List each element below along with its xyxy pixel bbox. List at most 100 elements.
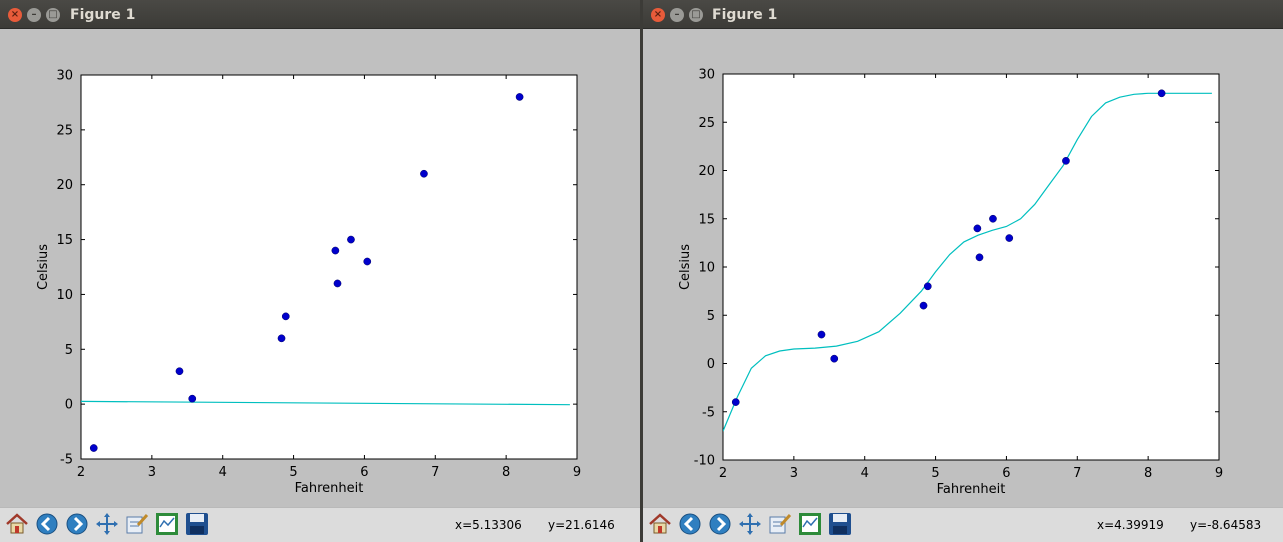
back-icon bbox=[677, 513, 703, 541]
y-tick-label: 15 bbox=[56, 233, 73, 248]
y-tick-label: 10 bbox=[56, 288, 73, 303]
pan-button[interactable] bbox=[94, 511, 122, 539]
subplots-button[interactable] bbox=[154, 511, 182, 539]
x-tick-label: 3 bbox=[148, 465, 156, 480]
y-tick-label: 20 bbox=[698, 164, 715, 179]
y-tick-label: -5 bbox=[702, 405, 715, 420]
data-point bbox=[89, 444, 98, 452]
maximize-window-button[interactable]: □ bbox=[689, 8, 703, 22]
save-icon bbox=[827, 513, 853, 541]
zoom-icon bbox=[124, 513, 150, 541]
navigation-toolbar: x=5.13306 y=21.6146 bbox=[0, 507, 640, 542]
data-point bbox=[1005, 234, 1014, 242]
x-tick-label: 5 bbox=[289, 465, 297, 480]
data-point bbox=[188, 394, 197, 403]
forward-button[interactable] bbox=[64, 511, 92, 539]
zoom-button[interactable] bbox=[124, 511, 152, 539]
plot-canvas[interactable]: 2 3 4 5 6 7 8 9 -5 0 5 10 15 20 25 30 Fahrenheit Celsius bbox=[0, 28, 640, 508]
x-tick-label: 8 bbox=[502, 465, 510, 480]
data-point bbox=[281, 312, 290, 321]
data-point bbox=[347, 235, 355, 244]
zoom-button[interactable] bbox=[767, 511, 795, 539]
y-tick-label: 10 bbox=[698, 261, 715, 276]
x-tick-label: 9 bbox=[573, 465, 581, 480]
zoom-icon bbox=[767, 513, 793, 541]
x-tick-label: 6 bbox=[1002, 466, 1010, 481]
window-title: Figure 1 bbox=[712, 7, 778, 23]
data-point bbox=[923, 282, 932, 291]
pan-icon bbox=[94, 513, 120, 541]
data-point bbox=[175, 367, 184, 376]
y-tick-label: 30 bbox=[56, 69, 73, 84]
fit-line bbox=[723, 92, 1212, 432]
y-tick-label: -10 bbox=[694, 454, 715, 469]
x-axis-label: Fahrenheit bbox=[295, 481, 364, 496]
y-tick-label: -5 bbox=[60, 453, 73, 468]
save-button[interactable] bbox=[827, 511, 855, 539]
back-button[interactable] bbox=[34, 511, 62, 539]
cursor-y-readout: y=21.6146 bbox=[548, 518, 615, 532]
data-point bbox=[975, 253, 984, 262]
x-tick-label: 7 bbox=[431, 465, 439, 480]
plot-canvas[interactable]: 2 3 4 5 6 7 8 9 -10 -5 0 5 10 15 20 25 30 Fahrenheit Celsi… bbox=[643, 28, 1283, 508]
y-tick-label: 5 bbox=[707, 309, 715, 324]
data-point bbox=[331, 246, 340, 255]
cursor-x-readout: x=4.39919 bbox=[1097, 518, 1164, 532]
x-tick-label: 4 bbox=[219, 465, 227, 480]
y-tick-label: 15 bbox=[698, 212, 715, 227]
close-window-button[interactable]: × bbox=[651, 8, 665, 22]
maximize-window-button[interactable]: □ bbox=[46, 8, 60, 22]
data-point bbox=[333, 279, 342, 288]
y-tick-label: 5 bbox=[65, 343, 73, 358]
fit-line bbox=[81, 400, 570, 406]
data-point bbox=[420, 169, 428, 178]
save-button[interactable] bbox=[184, 511, 212, 539]
forward-icon bbox=[707, 513, 733, 541]
pan-icon bbox=[737, 513, 763, 541]
minimize-window-button[interactable]: – bbox=[27, 8, 41, 22]
data-point bbox=[363, 257, 372, 266]
pan-button[interactable] bbox=[737, 511, 765, 539]
figure-window-left: × – □ Figure 1 2 3 4 5 6 7 8 9 -5 0 5 10 15 20 25 30 Fah… bbox=[0, 0, 640, 542]
plot-area bbox=[80, 74, 578, 460]
back-button[interactable] bbox=[677, 511, 705, 539]
y-tick-label: 20 bbox=[56, 178, 73, 193]
data-point bbox=[973, 224, 982, 233]
x-tick-label: 7 bbox=[1073, 466, 1081, 481]
data-point bbox=[1062, 157, 1070, 165]
home-button[interactable] bbox=[4, 511, 32, 539]
x-tick-label: 2 bbox=[77, 465, 85, 480]
window-title: Figure 1 bbox=[70, 7, 136, 23]
x-tick-label: 5 bbox=[931, 466, 939, 481]
subplots-icon bbox=[154, 513, 180, 541]
cursor-x-readout: x=5.13306 bbox=[455, 518, 522, 532]
x-tick-label: 8 bbox=[1144, 466, 1152, 481]
home-icon bbox=[647, 513, 673, 541]
minimize-window-button[interactable]: – bbox=[670, 8, 684, 22]
x-tick-label: 4 bbox=[861, 466, 869, 481]
data-point bbox=[277, 334, 286, 343]
title-bar: × – □ Figure 1 bbox=[0, 0, 640, 29]
data-point bbox=[731, 398, 740, 406]
cursor-y-readout: y=-8.64583 bbox=[1190, 518, 1262, 532]
title-bar: × – □ Figure 1 bbox=[643, 0, 1283, 29]
y-tick-label: 0 bbox=[65, 398, 73, 413]
back-icon bbox=[34, 513, 60, 541]
y-tick-label: 30 bbox=[698, 68, 715, 83]
forward-button[interactable] bbox=[707, 511, 735, 539]
x-axis-label: Fahrenheit bbox=[937, 482, 1006, 497]
y-tick-label: 0 bbox=[707, 357, 715, 372]
data-point bbox=[817, 330, 826, 339]
data-point bbox=[989, 214, 997, 223]
figure-window-right: × – □ Figure 1 2 3 4 5 6 7 8 9 -10 -5 0 5 10 15 20 25 30… bbox=[643, 0, 1283, 542]
x-tick-label: 9 bbox=[1215, 466, 1223, 481]
save-icon bbox=[184, 513, 210, 541]
subplots-button[interactable] bbox=[797, 511, 825, 539]
data-point bbox=[830, 354, 839, 363]
data-point bbox=[515, 93, 524, 101]
home-button[interactable] bbox=[647, 511, 675, 539]
x-tick-label: 3 bbox=[790, 466, 798, 481]
close-window-button[interactable]: × bbox=[8, 8, 22, 22]
y-axis-label: Celsius bbox=[678, 244, 693, 290]
navigation-toolbar: x=4.39919 y=-8.64583 bbox=[643, 507, 1283, 542]
